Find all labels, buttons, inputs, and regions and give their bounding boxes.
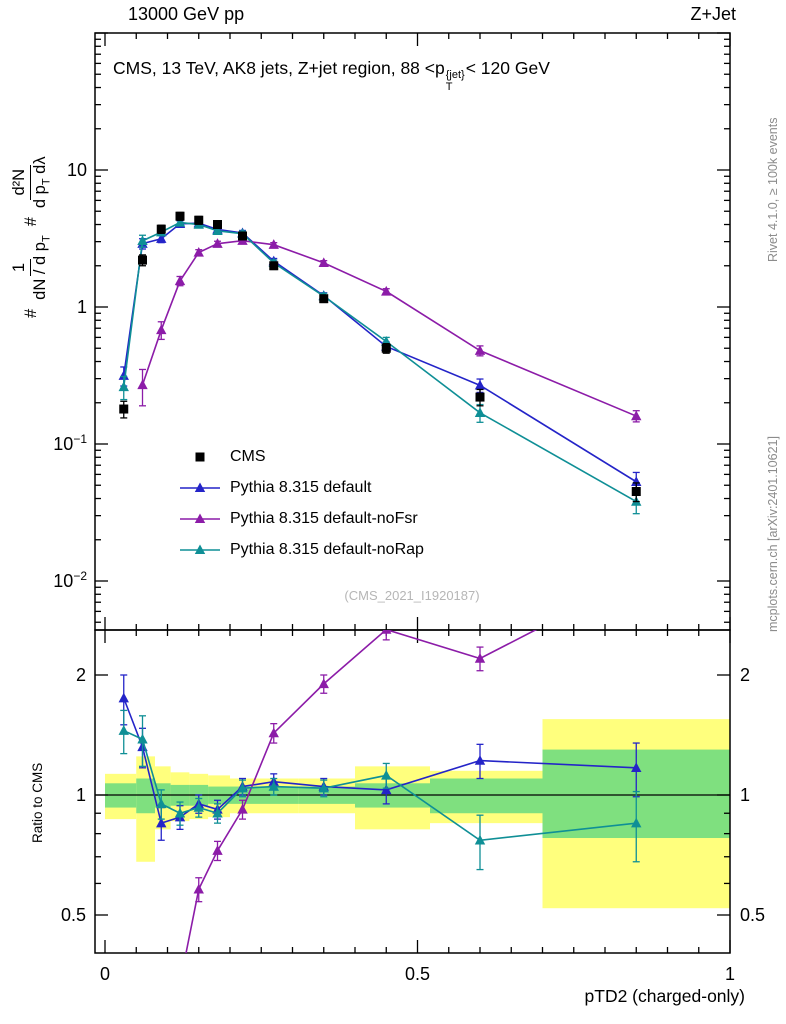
y-axis-label: # 1 dN / d pT # d²N d pT dλ	[10, 156, 53, 318]
panel-title-sub: T	[445, 80, 453, 93]
mcplots-arxiv-note: mcplots.cern.ch [arXiv:2401.10621]	[766, 436, 780, 632]
panel-title: CMS, 13 TeV, AK8 jets, Z+jet region, 88 …	[113, 58, 550, 93]
svg-text:1: 1	[77, 297, 87, 317]
legend-label: Pythia 8.315 default-noRap	[230, 540, 424, 558]
svg-text:2: 2	[740, 665, 750, 685]
svg-text:2: 2	[76, 665, 86, 685]
svg-text:1: 1	[740, 785, 750, 805]
triangle-line-marker-icon	[178, 543, 222, 557]
panel-title-sup: {jet}	[445, 69, 465, 81]
panel-title-pre: CMS, 13 TeV, AK8 jets, Z+jet region, 88 …	[113, 58, 445, 78]
legend-item-pythia-norap: Pythia 8.315 default-noRap	[178, 534, 424, 565]
beam-energy-label: 13000 GeV pp	[128, 4, 245, 24]
triangle-line-marker-icon	[178, 481, 222, 495]
svg-text:0.5: 0.5	[740, 905, 765, 925]
x-axis-label: pTD2 (charged-only)	[584, 986, 745, 1006]
legend-item-pythia-nofsr: Pythia 8.315 default-noFsr	[178, 503, 424, 534]
svg-text:0: 0	[100, 964, 110, 984]
legend-item-cms: CMS	[178, 441, 424, 472]
rivet-version-note: Rivet 4.1.0, ≥ 100k events	[766, 117, 780, 262]
svg-text:1: 1	[725, 964, 735, 984]
legend-label: Pythia 8.315 default-noFsr	[230, 509, 418, 527]
main-panel-series	[118, 211, 642, 515]
svg-text:0.5: 0.5	[405, 964, 430, 984]
pt-jet-script: {jet} T	[445, 69, 465, 93]
ylabel-hash-1: #	[22, 308, 41, 318]
svg-text:0.5: 0.5	[61, 905, 86, 925]
svg-text:10−1: 10−1	[53, 432, 87, 454]
ratio-y-axis-label: Ratio to CMS	[30, 762, 45, 843]
ylabel-hash-2: #	[22, 217, 41, 227]
legend: CMS Pythia 8.315 default Pythia 8.315 de…	[178, 441, 424, 565]
ratio-panel-series	[118, 630, 642, 953]
svg-text:10: 10	[67, 160, 87, 180]
svg-text:10−2: 10−2	[53, 569, 87, 591]
panel-title-post: < 120 GeV	[465, 58, 550, 78]
analysis-id-watermark: (CMS_2021_I1920187)	[344, 588, 480, 603]
legend-label: Pythia 8.315 default	[230, 478, 372, 496]
legend-item-pythia-default: Pythia 8.315 default	[178, 472, 424, 503]
ylabel-fraction-2: d²N d pT dλ	[10, 156, 53, 209]
ratio-panel-frame	[94, 629, 731, 954]
svg-text:1: 1	[76, 785, 86, 805]
ylabel-fraction-1: 1 dN / d pT	[10, 235, 53, 300]
process-label: Z+Jet	[690, 4, 736, 24]
cms-square-marker-icon	[178, 450, 222, 464]
triangle-line-marker-icon	[178, 512, 222, 526]
legend-label: CMS	[230, 447, 266, 465]
